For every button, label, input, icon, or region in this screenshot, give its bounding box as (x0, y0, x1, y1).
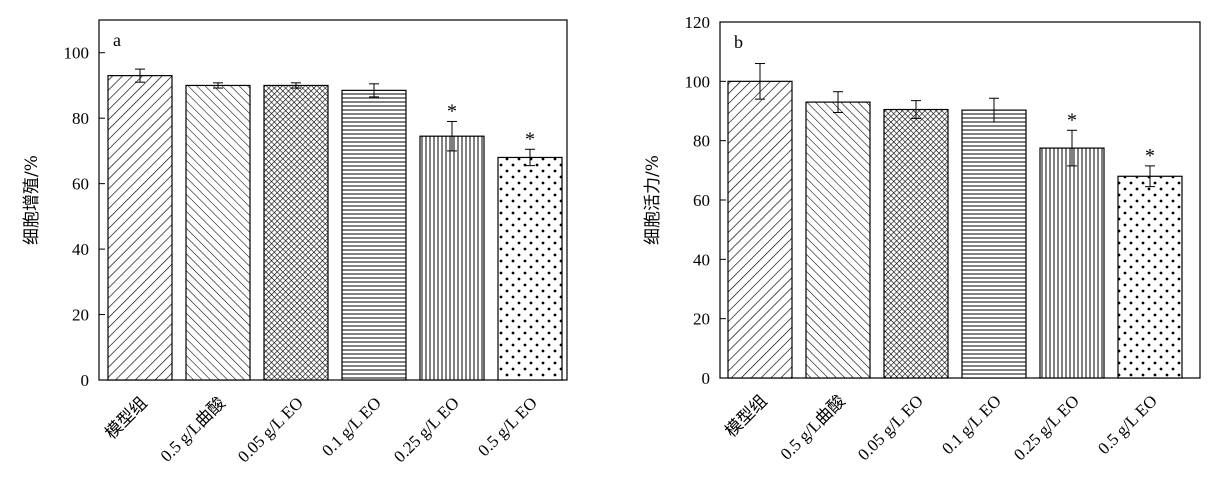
category-label: 0.1 g/L EO (938, 391, 1005, 458)
category-label: 模型组 (101, 393, 150, 442)
category-label: 0.5 g/L EO (1094, 391, 1161, 458)
y-tick-label: 40 (72, 240, 89, 259)
y-tick-label: 60 (693, 191, 710, 210)
y-tick-label: 0 (702, 369, 711, 388)
plot-frame (98, 19, 568, 381)
y-tick-label: 80 (693, 132, 710, 151)
category-label: 0.5 g/L EO (474, 393, 541, 460)
bar (107, 75, 173, 381)
y-tick-label: 0 (81, 371, 90, 390)
y-tick-label: 20 (72, 306, 89, 325)
chart-panel-b: 0 20 40 60 80 100 120 细胞活力/% b 模型组 0.5 g/L曲酸 0.05 g… (643, 13, 1201, 464)
category-label: 0.1 g/L EO (318, 393, 385, 460)
y-axis-title: 细胞活力/% (643, 155, 663, 245)
y-tick-label: 100 (64, 44, 90, 63)
bar (263, 84, 329, 381)
y-tick-label: 100 (685, 72, 711, 91)
bar (727, 80, 793, 379)
category-label: 0.5 g/L曲酸 (157, 393, 229, 465)
significance-mark: * (1067, 109, 1077, 131)
bar (1039, 147, 1105, 379)
category-label: 0.05 g/L EO (854, 391, 927, 464)
bar (185, 84, 251, 381)
bar (1117, 175, 1183, 379)
bar (341, 89, 407, 381)
panel-letter: b (734, 32, 743, 52)
y-tick-label: 120 (685, 13, 711, 32)
bar (419, 135, 485, 381)
category-label: 0.25 g/L EO (390, 393, 463, 466)
category-label: 0.05 g/L EO (234, 393, 307, 466)
panel-letter: a (113, 30, 121, 50)
category-label: 0.25 g/L EO (1010, 391, 1083, 464)
y-tick-label: 80 (72, 109, 89, 128)
bar (883, 108, 949, 379)
significance-mark: * (1145, 145, 1155, 167)
y-tick-label: 20 (693, 310, 710, 329)
bar (961, 109, 1027, 379)
category-label: 模型组 (721, 391, 770, 440)
significance-mark: * (447, 100, 457, 122)
y-tick-label: 60 (72, 175, 89, 194)
bar (805, 101, 871, 379)
significance-mark: * (525, 128, 535, 150)
bar (497, 156, 563, 381)
y-axis-title: 细胞增殖/% (22, 155, 42, 245)
category-label: 0.5 g/L曲酸 (777, 391, 849, 463)
y-tick-label: 40 (693, 250, 710, 269)
chart-panel-a: 0 20 40 60 80 100 细胞增殖/% a 模型组 0.5 g/L曲酸 0.05 g/L … (22, 19, 568, 466)
